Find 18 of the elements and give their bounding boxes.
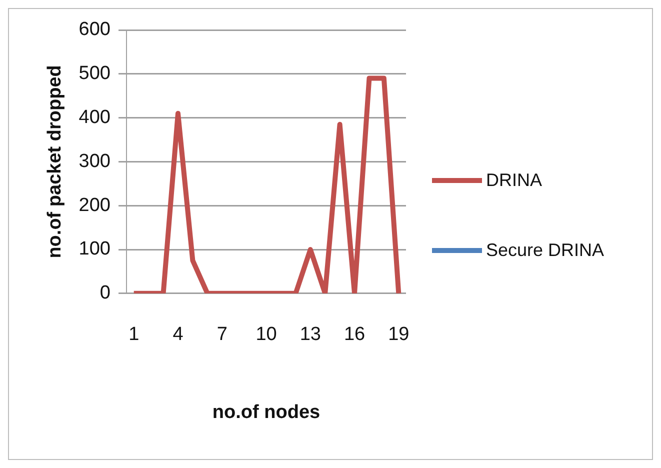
- x-tick-label: 16: [344, 324, 366, 346]
- y-tick-label: 400: [78, 107, 110, 128]
- y-tick-label: 500: [78, 63, 110, 84]
- y-tick-label: 600: [78, 19, 110, 40]
- x-tick-label: 1: [128, 324, 140, 346]
- x-tick-label: 4: [172, 324, 184, 346]
- y-tick-label: 300: [78, 150, 110, 172]
- legend-label: DRINA: [486, 170, 542, 190]
- y-tick-label: 200: [78, 194, 110, 216]
- x-tick-label: 19: [388, 324, 410, 346]
- y-tick-label: 100: [78, 238, 110, 260]
- legend-label: Secure DRINA: [486, 240, 604, 260]
- y-axis-title: no.of packet dropped: [44, 65, 66, 258]
- x-tick-label: 13: [300, 324, 321, 346]
- x-axis-title: no.of nodes: [212, 402, 320, 423]
- x-tick-label: 7: [216, 324, 228, 346]
- x-tick-label: 10: [256, 324, 277, 346]
- y-tick-label: 0: [100, 282, 110, 304]
